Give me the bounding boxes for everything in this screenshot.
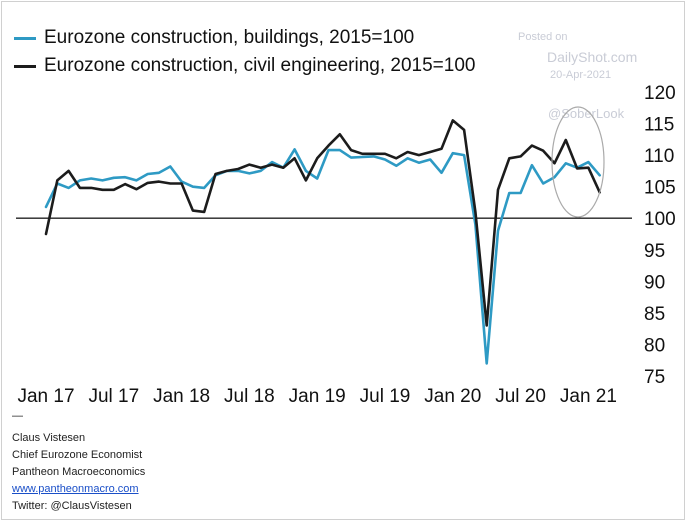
x-tick-label-jan-17: Jan 17: [17, 386, 74, 407]
x-tick-label-jan-18: Jan 18: [153, 386, 210, 407]
y-tick-label-85: 85: [644, 304, 665, 325]
y-tick-label-115: 115: [644, 115, 674, 136]
annotation-circle: [551, 106, 605, 218]
x-tick-label-jul-17: Jul 17: [88, 386, 139, 407]
x-tick-label-jan-19: Jan 19: [289, 386, 346, 407]
y-tick-label-110: 110: [644, 146, 674, 167]
watermark-handle: @SoberLook: [548, 106, 625, 121]
y-tick-label-120: 120: [644, 83, 676, 104]
legend: Eurozone construction, buildings, 2015=1…: [14, 24, 475, 80]
y-tick-label-95: 95: [644, 241, 665, 262]
credits-dash: —: [12, 410, 23, 422]
legend-item-buildings: Eurozone construction, buildings, 2015=1…: [14, 24, 475, 52]
legend-swatch-buildings: [14, 36, 36, 40]
credits-company: Pantheon Macroeconomics: [12, 466, 146, 478]
legend-item-civil: Eurozone construction, civil engineering…: [14, 52, 475, 80]
credits-name: Claus Vistesen: [12, 432, 86, 444]
y-tick-label-100: 100: [644, 209, 676, 230]
watermark-date: 20-Apr-2021: [550, 69, 612, 81]
watermark-posted: Posted on: [518, 31, 568, 43]
y-tick-label-75: 75: [644, 367, 665, 388]
legend-label-civil: Eurozone construction, civil engineering…: [44, 55, 476, 76]
credits-role: Chief Eurozone Economist: [12, 449, 143, 461]
y-tick-label-105: 105: [644, 178, 676, 199]
x-tick-label-jul-20: Jul 20: [495, 386, 546, 407]
legend-swatch-civil: [14, 64, 36, 68]
x-tick-label-jul-19: Jul 19: [360, 386, 411, 407]
series-line-buildings: [44, 148, 602, 365]
y-tick-label-90: 90: [644, 272, 665, 293]
watermark-site: DailyShot.com: [547, 49, 638, 65]
legend-label-buildings: Eurozone construction, buildings, 2015=1…: [44, 27, 415, 48]
series-line-civil: [44, 119, 602, 327]
credits-website-link[interactable]: www.pantheonmacro.com: [12, 483, 139, 495]
x-tick-label-jan-20: Jan 20: [424, 386, 481, 407]
x-tick-label-jul-18: Jul 18: [224, 386, 275, 407]
x-tick-label-jan-21: Jan 21: [560, 386, 617, 407]
credits: Claus Vistesen Chief Eurozone Economist …: [12, 430, 145, 515]
credits-twitter: Twitter: @ClausVistesen: [12, 500, 132, 512]
y-tick-label-80: 80: [644, 335, 665, 356]
